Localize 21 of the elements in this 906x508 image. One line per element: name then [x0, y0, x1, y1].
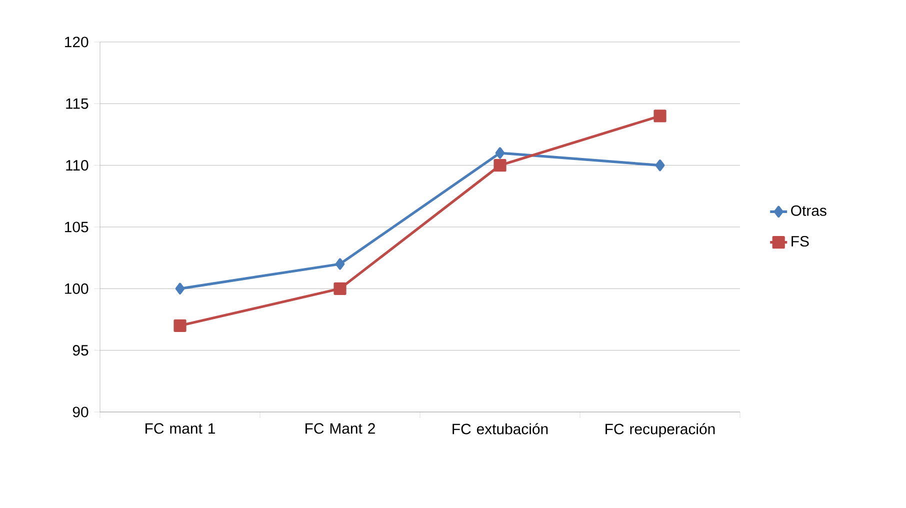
point — [175, 282, 185, 294]
y-tick-label: 110 — [66, 160, 88, 171]
point — [494, 159, 506, 172]
legend-label: Otras — [791, 205, 826, 216]
x-tick-label: FC Mant 2 — [306, 423, 375, 434]
y-tick-label: 115 — [66, 98, 88, 109]
y-tick-label: 100 — [65, 283, 88, 294]
point — [335, 258, 345, 270]
point — [654, 110, 666, 122]
x-tick-label: FC extubación — [452, 423, 548, 434]
y-tick-label: 90 — [72, 406, 88, 418]
y-tick-label: 95 — [72, 345, 88, 356]
x-tick-label: FC recuperación — [606, 423, 715, 438]
y-tick-label: 105 — [65, 222, 88, 232]
point — [174, 319, 186, 332]
point — [495, 147, 505, 159]
y-tick-label: 120 — [65, 36, 88, 48]
point — [334, 282, 346, 295]
x-tick-label: FC mant 1 — [146, 423, 215, 434]
point — [655, 160, 665, 172]
legend-label: FS — [792, 236, 809, 247]
